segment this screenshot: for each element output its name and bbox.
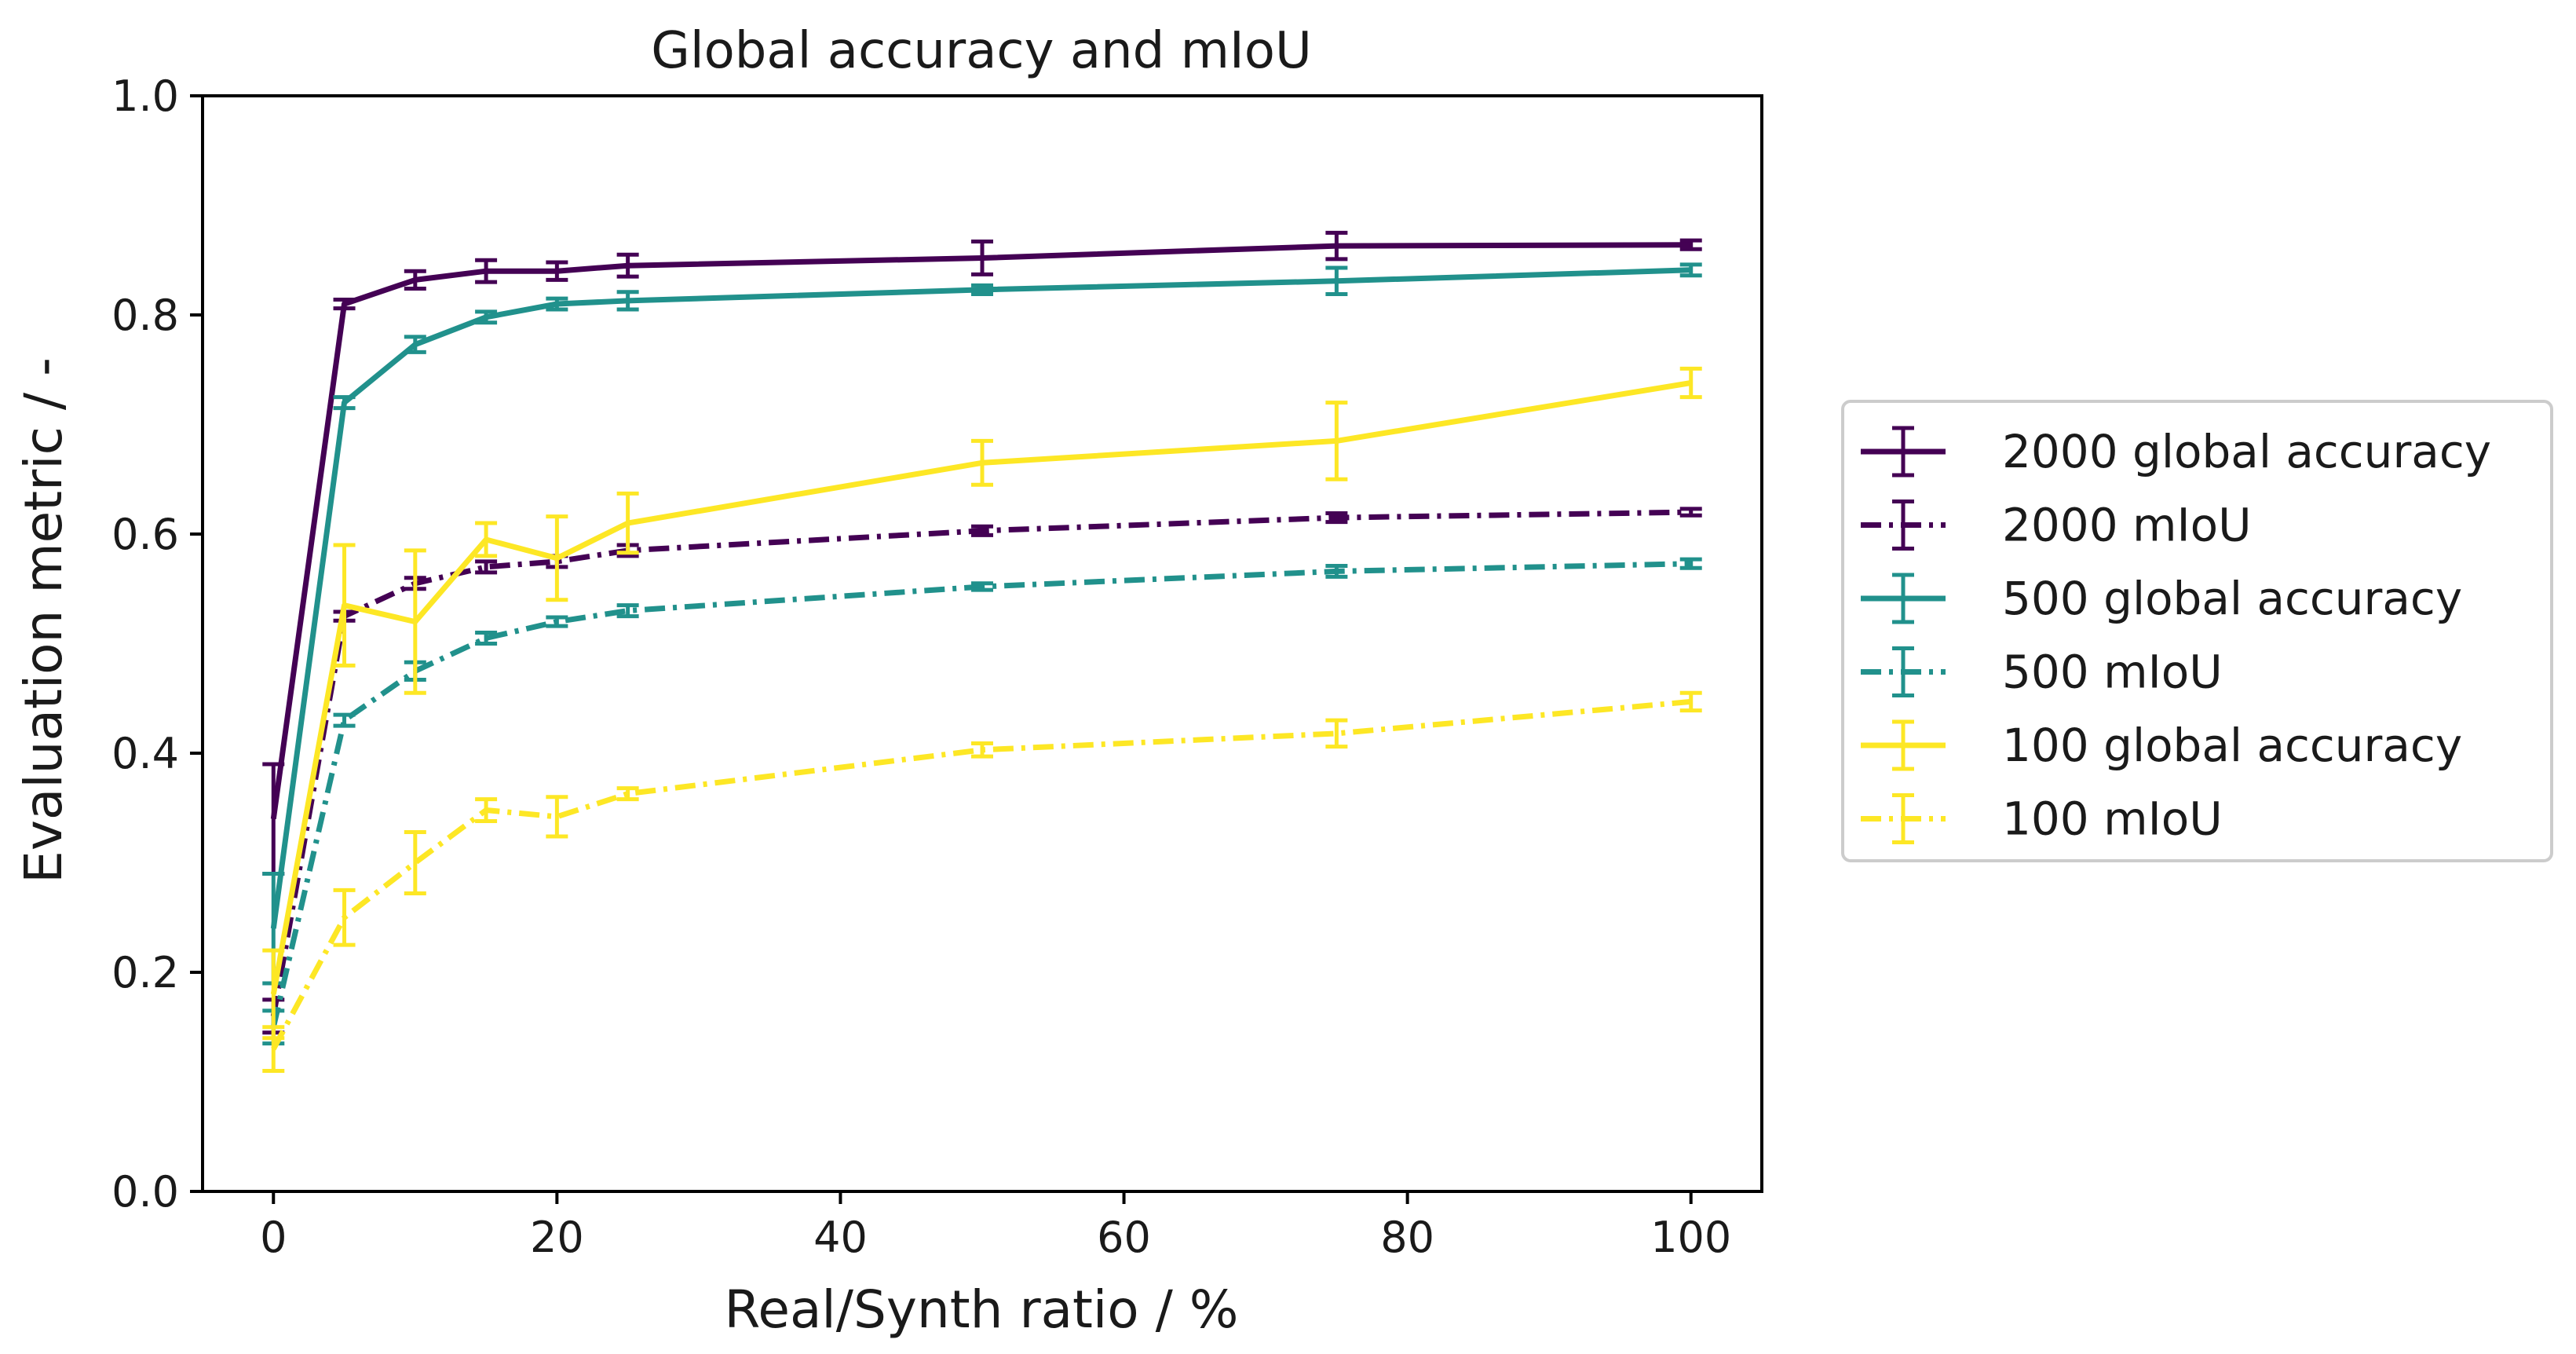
error-bar — [1325, 401, 1348, 481]
series-line-1 — [270, 509, 1691, 1017]
y-tick-label: 0.6 — [111, 510, 179, 559]
legend-box — [1841, 400, 2553, 862]
legend-entry: 100 mIoU — [1861, 792, 2223, 846]
x-tick-label: 100 — [1650, 1213, 1731, 1262]
error-bar — [616, 290, 639, 312]
error-bar — [404, 548, 426, 695]
error-bar — [971, 741, 993, 759]
legend-label: 100 mIoU — [2002, 792, 2223, 846]
legend-entry: 100 global accuracy — [1861, 719, 2462, 772]
error-bar — [475, 309, 498, 325]
x-tick-label: 40 — [813, 1213, 868, 1262]
error-bar — [333, 543, 356, 668]
series-line-2 — [270, 267, 1691, 929]
error-bar — [1679, 262, 1702, 278]
error-bar — [546, 296, 568, 312]
error-bar — [546, 260, 568, 282]
error-bar — [971, 581, 993, 592]
error-bar — [1325, 230, 1348, 262]
legend-entry: 500 global accuracy — [1861, 572, 2462, 625]
x-tick-label: 80 — [1380, 1213, 1434, 1262]
series-line-5 — [271, 698, 1692, 1051]
error-bar — [1679, 690, 1702, 713]
legend-label: 500 global accuracy — [2002, 572, 2462, 625]
legend-label: 500 mIoU — [2002, 646, 2223, 699]
chart-title: Global accuracy and mIoU — [651, 22, 1312, 80]
error-bar — [333, 395, 356, 411]
y-tick-label: 1.0 — [111, 71, 179, 121]
error-bar — [616, 252, 639, 279]
error-bar — [262, 1025, 285, 1074]
x-tick-label: 60 — [1097, 1213, 1151, 1262]
error-bar — [616, 491, 639, 555]
error-bar — [475, 258, 498, 284]
error-bar — [546, 795, 568, 839]
error-bar — [546, 514, 568, 602]
error-bar — [1679, 507, 1702, 518]
x-axis-label: Real/Synth ratio / % — [724, 1279, 1238, 1340]
error-bar — [971, 283, 993, 296]
error-bar — [1325, 265, 1348, 296]
error-bar — [404, 269, 426, 291]
legend-label: 100 global accuracy — [2002, 719, 2462, 772]
error-bar — [1679, 557, 1702, 570]
error-bar — [1679, 366, 1702, 400]
legend-label: 2000 mIoU — [2002, 499, 2252, 552]
error-bar — [475, 559, 498, 575]
error-bar — [404, 335, 426, 354]
error-bar — [333, 887, 356, 947]
error-bar — [1325, 718, 1348, 749]
error-bar — [404, 829, 426, 896]
error-bar — [475, 521, 498, 558]
y-tick-label: 0.2 — [111, 948, 179, 997]
error-bar — [333, 712, 356, 728]
error-bar — [971, 240, 993, 276]
error-bar — [333, 297, 356, 311]
x-tick-label: 20 — [530, 1213, 584, 1262]
plot-frame — [201, 94, 1763, 1193]
error-bar — [971, 438, 993, 487]
legend-entry: 2000 mIoU — [1861, 499, 2252, 552]
legend: 2000 global accuracy 2000 mIoU 500 global … — [1841, 400, 2553, 862]
error-bar — [546, 615, 568, 628]
plot-area — [262, 230, 1702, 1074]
error-bar — [475, 797, 498, 823]
y-tick-label: 0.8 — [111, 291, 179, 340]
error-bar — [475, 631, 498, 646]
error-bar — [1325, 510, 1348, 525]
legend-entry: 2000 global accuracy — [1861, 425, 2491, 478]
error-bar — [616, 786, 639, 802]
legend-entry: 500 mIoU — [1861, 646, 2223, 699]
axes: 0 20 40 60 80 100 0.0 0.2 0.4 0.6 0.8 1.0 — [111, 71, 1763, 1262]
error-bar — [1325, 563, 1348, 579]
error-bar — [616, 603, 639, 619]
legend-label: 2000 global accuracy — [2002, 425, 2491, 478]
error-bar — [1679, 238, 1702, 251]
error-bar — [971, 524, 993, 537]
y-axis-label: Evaluation metric / - — [13, 357, 74, 884]
y-tick-label: 0.4 — [111, 729, 179, 778]
y-tick-label: 0.0 — [111, 1167, 179, 1217]
x-tick-label: 0 — [260, 1213, 287, 1262]
